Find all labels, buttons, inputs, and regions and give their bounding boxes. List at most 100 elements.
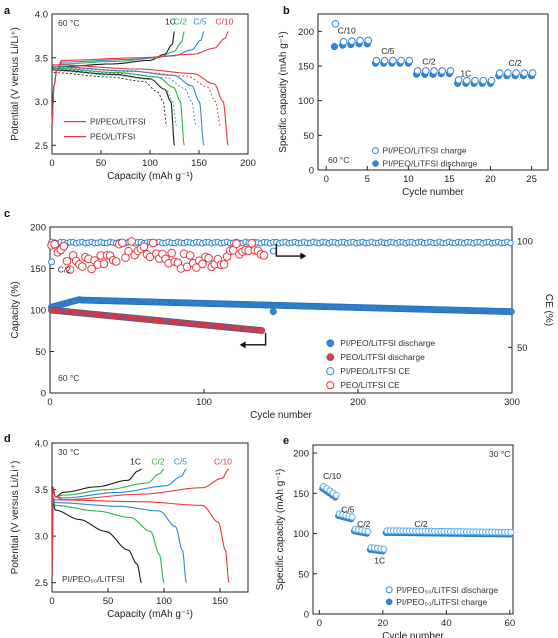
discharge-curve-C/5 [51,64,205,146]
charge-curve-C/5 [51,468,187,579]
y2-tick-label: 100 [517,237,533,248]
y-tick-label: 200 [293,449,309,460]
y-tick-label: 3.5 [35,53,48,64]
peo-ce-point [127,237,136,246]
legend-marker [326,353,335,362]
discharge-point [507,528,515,536]
x-tick-label: 50 [96,158,107,169]
legend-label: PEO/LiTFSI discharge [340,352,425,362]
charge-point [487,76,496,85]
x-tick-label: 15 [444,174,455,185]
y-axis-label: Capacity (%) [10,281,21,338]
discharge-curve-C/5 [51,496,187,583]
charge-point [372,56,381,65]
y-tick-label: 100 [298,96,314,107]
y-axis-label: Potential (V versus Li/Li⁺) [10,27,21,141]
charge-point [504,69,512,77]
discharge-point [364,528,372,536]
peo-ce-point [259,251,269,260]
y-tick-label: 0 [304,610,309,621]
x-tick-label: 20 [378,618,389,629]
temperature-label: 30 °C [58,447,79,457]
x-tick-label: 20 [485,174,496,185]
panel-label: a [4,5,11,17]
pi-discharge-point [269,308,277,316]
charge-point [405,56,414,65]
charge-curve-1C [51,468,142,579]
pi-ce-point [507,239,514,247]
y-tick-label: 50 [298,569,309,580]
curves-a: 1CC/2 C/5 C/10 60 °C PI/PEO/LiTFSI PEO/LiTFSI [51,17,234,146]
legend-marker [372,160,379,167]
x-tick-label: 0 [47,397,52,408]
legend-marker [385,586,393,594]
arrow-head [239,341,246,349]
peo-ce-point [124,246,133,256]
legend-label: PI/PEO₅₀/LiTFSI charge [396,597,487,607]
plot-frame [51,442,249,593]
legend-marker [385,598,393,606]
legend-marker [326,367,335,376]
rate-annotation: C/2 [357,519,371,529]
discharge-point [380,545,388,553]
axes-d: 0 50 100 150 2.5 3.0 3.5 4.0 Capacity (mAh g⁻¹) P… [10,439,249,620]
y-tick-label: 100 [293,529,309,540]
legend-label: PEO/LiTFSI CE [340,380,400,390]
discharge-curve-C/10 [51,496,230,583]
charge-point [438,67,447,75]
y-tick-label: 4.0 [35,439,48,450]
y-tick-label: 150 [298,62,314,73]
rate-label: C/10 [215,17,233,27]
plot-frame [51,13,249,155]
peo-ce-point [182,262,192,272]
y-tick-label: 3.0 [35,97,48,108]
charge-point [512,69,520,77]
x-tick-label: 150 [191,158,207,169]
charge-point [397,56,405,65]
charge-point [495,69,504,77]
charge-point [339,38,348,46]
points-c: 50 100 CE (%) C/2 60 °C PI/PEO/LiTFSI dischar… [47,237,554,390]
ce-axis-arrow [275,244,303,257]
y-tick-label: 150 [30,264,46,275]
charge-point [364,36,373,45]
discharge-point [348,513,356,521]
x-tick-label: 100 [196,397,212,408]
peo-ce-point [62,256,72,266]
temperature-label: 60 °C [58,18,79,28]
pi-ce-point [48,258,56,266]
y-tick-label: 2.5 [35,578,48,589]
peo-ce-point [167,248,176,258]
axes-a: 0 50 100 150 200 2.5 3.0 3.5 4.0 Capacity (mAh g⁻… [10,10,256,183]
comparison-curve-1C [51,64,168,127]
y-axis-label: Specific capacity (mAh g⁻¹) [275,469,286,590]
charge-point [528,69,537,77]
x-axis-label: Capacity (mAh g⁻¹) [107,171,193,182]
peo-discharge-point [258,327,266,334]
panel-label: e [283,435,289,447]
rate-label: 1C [165,17,176,27]
rate-annotation: C/2 [509,58,523,68]
charge-point [389,56,397,65]
discharge-point [330,43,338,51]
peo-ce-point [185,251,195,260]
y-tick-label: 0 [41,389,46,400]
discharge-curve-1C [51,64,176,146]
legend-label: PI/PEO₅₀/LiTFSI discharge [396,585,498,595]
y-tick-label: 0 [309,166,314,177]
peo-ce-point [111,257,121,266]
legend-label: PI/PEO/LiTFSI charge [383,146,467,156]
legend-label: PI/PEO/LiTFSI discharge [340,338,435,348]
x-tick-label: 0 [49,158,54,169]
rate-annotation: C/10 [323,471,341,481]
temperature-label: 30 °C [489,449,510,459]
discharge-curve-1C [51,496,143,584]
plot-frame [317,13,549,171]
x-tick-label: 150 [212,596,228,607]
peo-ce-point [247,238,257,248]
legend-marker [372,147,379,155]
peo-ce-point [219,260,229,269]
charge-point [356,36,364,45]
peo-ce-point [118,238,127,248]
